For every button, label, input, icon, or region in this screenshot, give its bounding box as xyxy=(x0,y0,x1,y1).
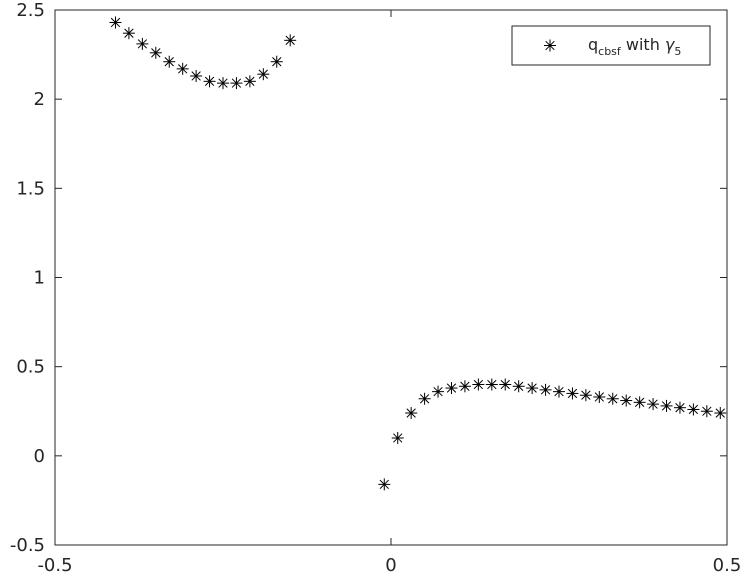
data-point xyxy=(593,390,606,403)
legend-label-middle: with xyxy=(621,35,665,54)
data-point xyxy=(499,378,512,391)
data-point xyxy=(714,407,727,420)
y-tick-label: 1 xyxy=(34,268,45,289)
data-points xyxy=(109,16,727,491)
data-point xyxy=(109,16,122,29)
legend-label: qcbsf with γ5 xyxy=(588,35,681,58)
axes: -0.5 0 0.5 -0.5 0 0.5 1 1.5 2 2.5 xyxy=(10,0,741,576)
legend-label-symbol-subscript: 5 xyxy=(674,45,681,58)
data-point xyxy=(485,378,498,391)
y-tick-label: -0.5 xyxy=(10,535,45,556)
data-point xyxy=(647,398,660,411)
data-point xyxy=(539,383,552,396)
data-point xyxy=(553,385,565,398)
data-point xyxy=(203,75,216,88)
y-tick-label: 0 xyxy=(34,446,45,467)
y-tick-label: 2.5 xyxy=(16,0,45,21)
x-tick-label: -0.5 xyxy=(37,555,72,576)
y-tick-label: 1.5 xyxy=(16,178,45,199)
data-point xyxy=(230,77,243,90)
data-point xyxy=(136,37,149,50)
plot-frame xyxy=(54,9,728,546)
data-point xyxy=(284,34,297,47)
data-point xyxy=(660,399,673,412)
data-point xyxy=(458,380,471,393)
data-point xyxy=(606,392,619,405)
data-point xyxy=(566,387,579,400)
data-point xyxy=(217,77,229,90)
data-point xyxy=(405,407,418,420)
data-point xyxy=(391,432,404,444)
data-point xyxy=(149,46,162,59)
data-point xyxy=(432,385,445,398)
data-point xyxy=(270,55,283,68)
data-point xyxy=(122,27,135,40)
legend-marker xyxy=(544,39,556,52)
data-point xyxy=(190,69,203,82)
data-point xyxy=(243,75,256,88)
legend-label-main: q xyxy=(588,35,598,54)
data-point xyxy=(700,405,713,418)
data-point xyxy=(163,55,176,68)
data-point xyxy=(378,478,391,491)
data-point xyxy=(620,394,633,407)
plot-area xyxy=(54,9,728,546)
data-point xyxy=(257,68,270,81)
y-tick-label: 0.5 xyxy=(16,357,45,378)
data-point xyxy=(176,62,189,75)
legend: qcbsf with γ5 xyxy=(511,25,711,66)
x-tick-label: 0.5 xyxy=(713,555,742,576)
y-tick-label: 2 xyxy=(34,89,45,110)
data-point xyxy=(526,382,539,395)
legend-label-subscript: cbsf xyxy=(598,45,622,58)
data-point xyxy=(445,382,458,395)
data-point xyxy=(579,389,592,402)
data-point xyxy=(687,403,700,416)
legend-label-symbol: γ xyxy=(665,35,676,54)
x-tick-label: 0 xyxy=(385,555,396,576)
data-point xyxy=(633,396,646,409)
data-point xyxy=(512,380,525,393)
data-point xyxy=(673,401,686,414)
data-point xyxy=(472,378,485,391)
data-point xyxy=(418,392,431,405)
